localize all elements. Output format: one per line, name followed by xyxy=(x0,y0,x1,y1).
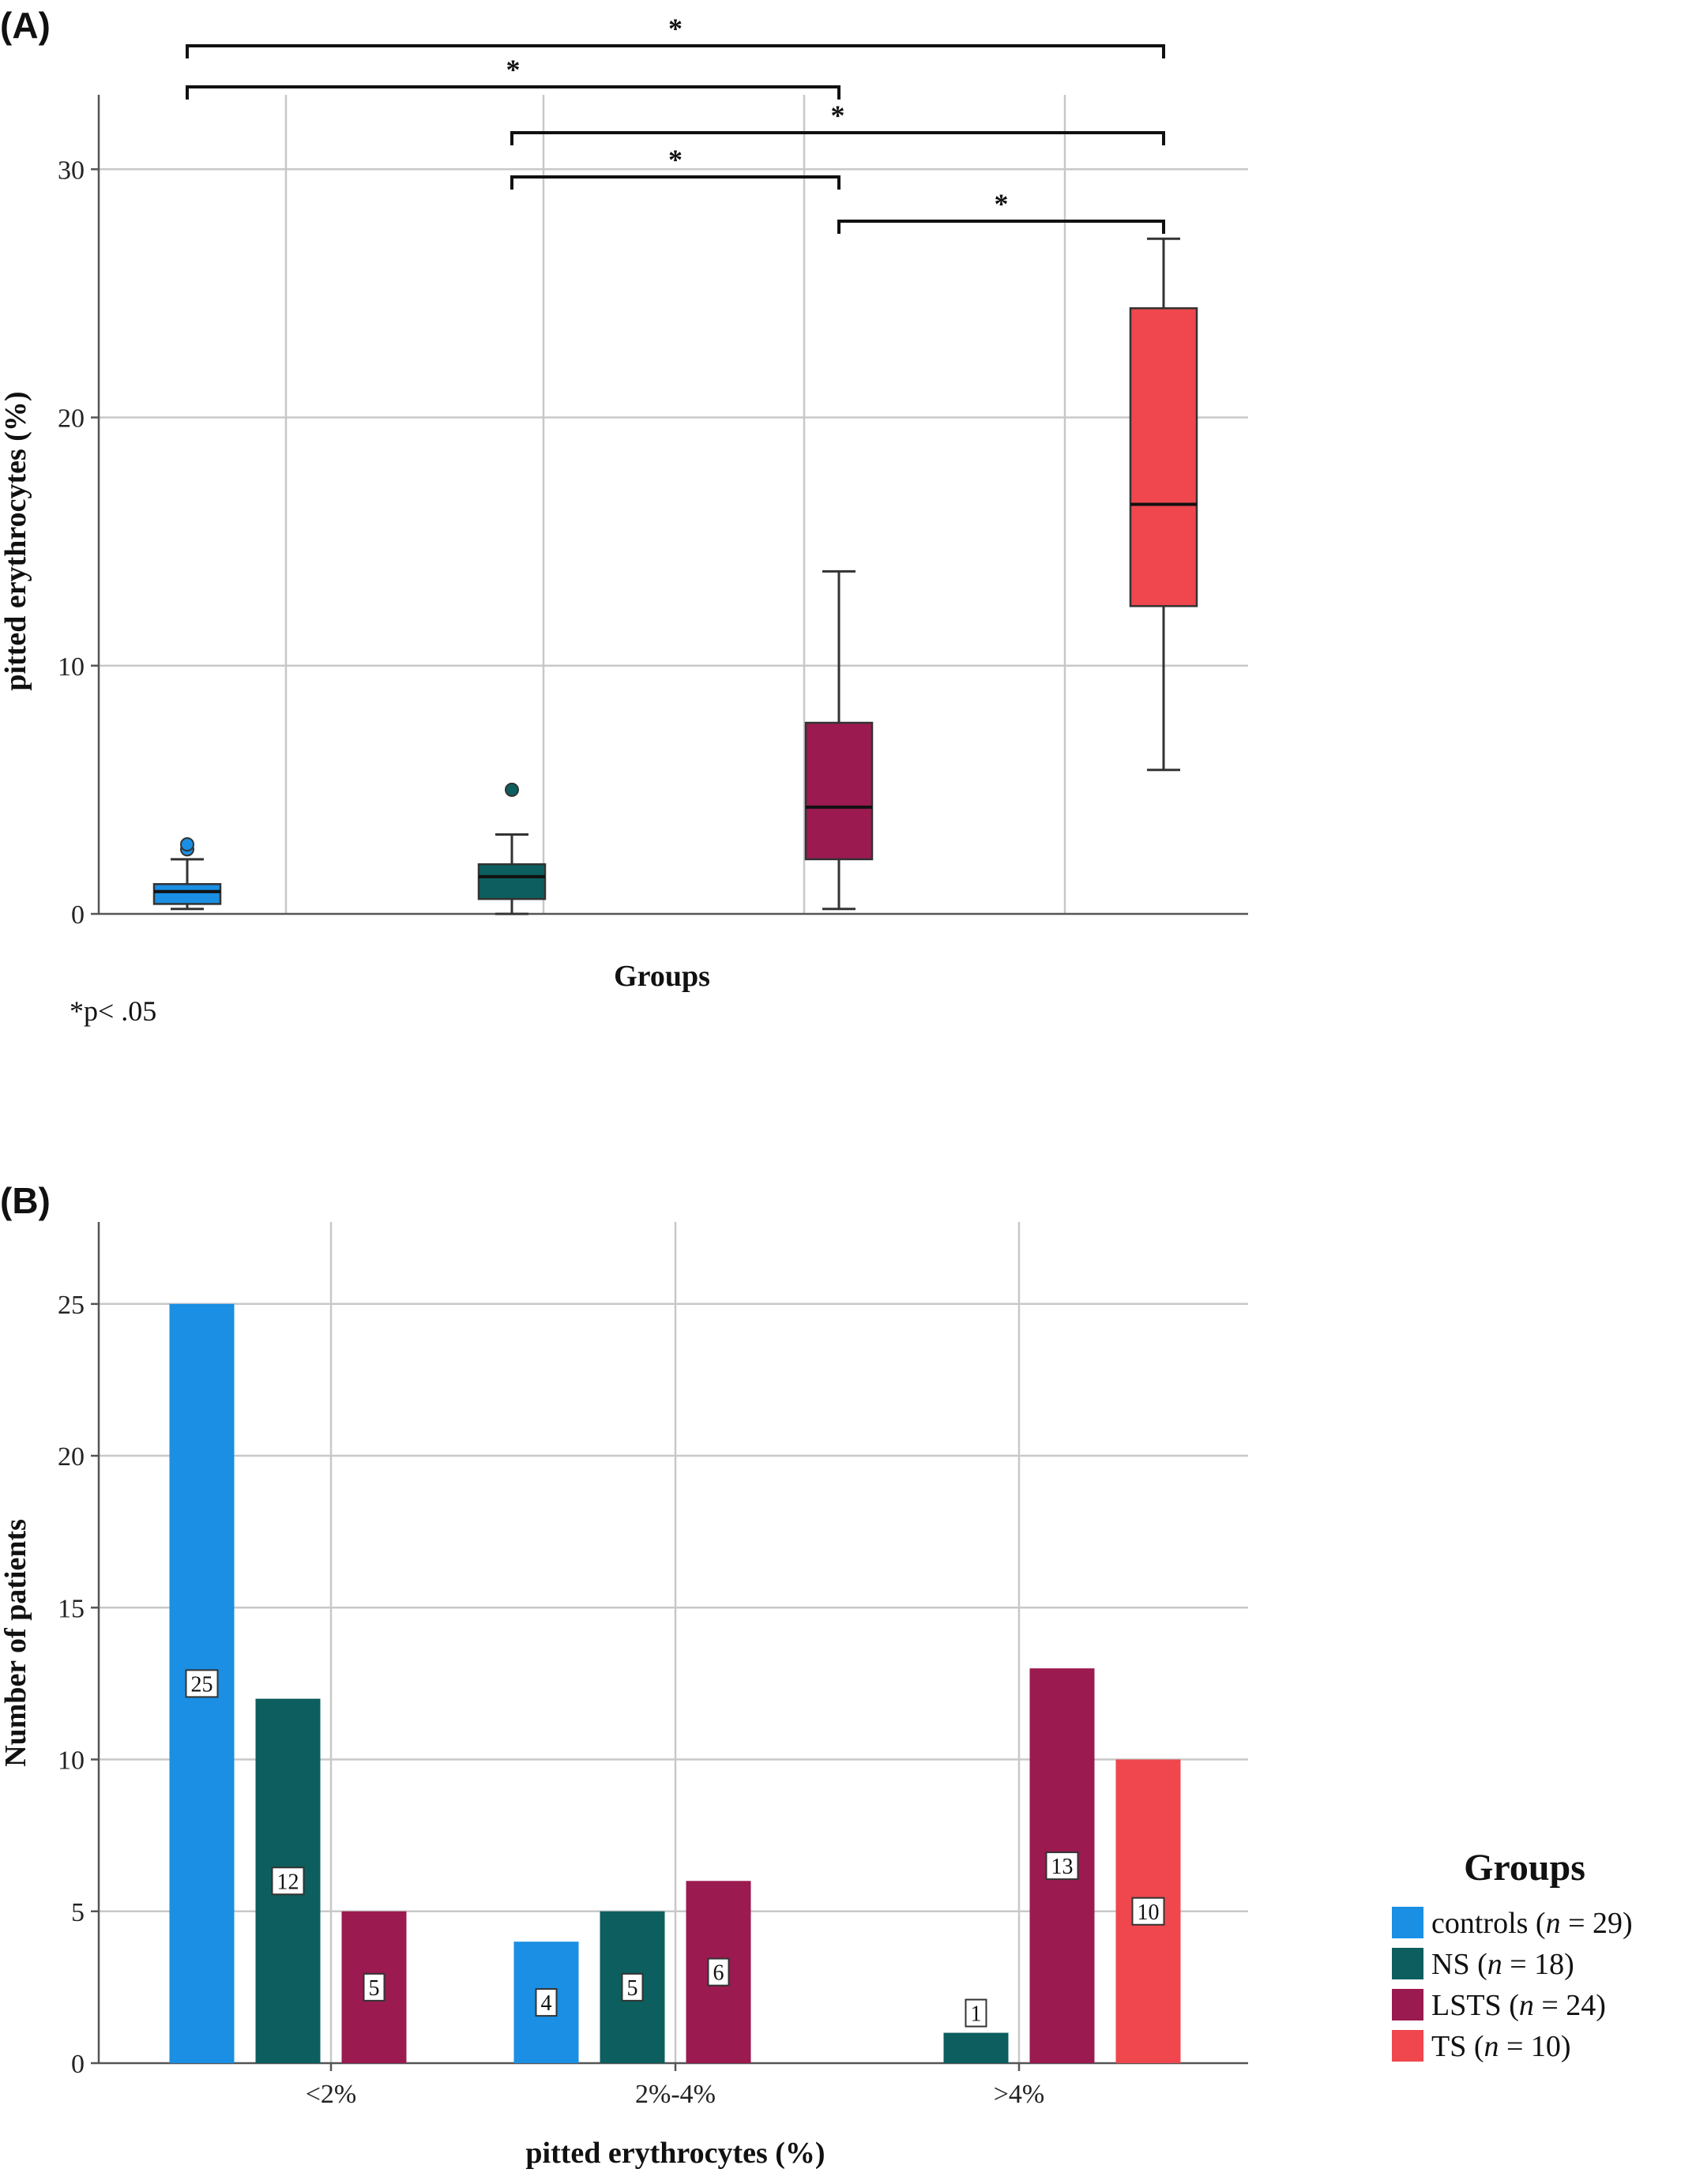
panel-b-y-tick-label: 25 xyxy=(58,1291,85,1320)
panel-a-significance-note: *p< .05 xyxy=(70,995,156,1027)
data-label-box xyxy=(1131,1896,1165,1926)
panel-b-label: (B) xyxy=(0,1180,51,1221)
data-label: 13 xyxy=(1051,1855,1074,1879)
significance-bracket xyxy=(186,44,1165,58)
panel-a-y-tick-label: 10 xyxy=(58,652,85,682)
legend-label: NS (n = 18) xyxy=(1431,1948,1574,1981)
significance-bracket xyxy=(510,175,840,190)
panel-b-y-axis-title: Number of patients xyxy=(0,1519,32,1767)
box-iqr xyxy=(152,883,222,905)
panel-a-significance: * * * * * xyxy=(186,13,1165,234)
legend-swatch xyxy=(1392,1907,1423,1938)
bar-ns xyxy=(943,2032,1009,2063)
box-outlier xyxy=(180,837,194,852)
legend-swatch xyxy=(1392,1948,1423,1979)
panel-b-y-tick-label: 10 xyxy=(58,1746,85,1776)
box-iqr xyxy=(804,721,874,861)
panel-b-y-tick-label: 15 xyxy=(58,1594,85,1623)
panel-b-x-tick-label: 2%-4% xyxy=(635,2080,716,2109)
data-label-box xyxy=(271,1866,305,1896)
box-iqr xyxy=(477,863,547,900)
panel-a-label: (A) xyxy=(0,5,51,46)
panel-b-x-ticks: <2% 2%-4% >4% xyxy=(306,2063,1045,2109)
box-controls xyxy=(152,837,222,911)
data-label-box xyxy=(707,1957,730,1987)
significance-bracket xyxy=(510,131,1165,145)
data-label: 1 xyxy=(971,2002,982,2027)
legend: Groups controls (n = 29) NS (n = 18) LSTS … xyxy=(1392,1847,1633,2063)
panel-b-y-ticks: 0 5 10 15 20 25 xyxy=(58,1291,99,2079)
panel-a-x-axis-title: Groups xyxy=(614,960,710,993)
data-label: 10 xyxy=(1138,1900,1160,1925)
significance-bracket xyxy=(837,220,1165,234)
panel-a-y-tick-label: 30 xyxy=(58,156,85,185)
panel-b-bars: 25 12 5 4 5 6 1 13 10 xyxy=(169,1303,1181,2063)
data-label-box xyxy=(363,1972,385,2002)
data-label: 6 xyxy=(713,1961,724,1986)
significance-star: * xyxy=(506,54,521,85)
panel-a-y-ticks: 0 10 20 30 xyxy=(58,156,99,930)
significance-star: * xyxy=(668,144,683,175)
significance-star: * xyxy=(831,100,845,131)
panel-a-y-tick-label: 0 xyxy=(71,900,85,930)
legend-swatch xyxy=(1392,2030,1423,2062)
box-outlier xyxy=(505,782,519,797)
data-label-box xyxy=(535,1988,558,2017)
panel-b-y-tick-label: 0 xyxy=(71,2050,85,2079)
panel-a-y-tick-label: 20 xyxy=(58,404,85,434)
panel-a-boxes xyxy=(152,237,1198,915)
data-label-box xyxy=(621,1972,644,2002)
legend-swatch xyxy=(1392,1989,1423,2020)
data-label: 5 xyxy=(369,1976,380,2001)
significance-bracket xyxy=(186,85,840,100)
data-label: 12 xyxy=(277,1870,299,1894)
data-label: 5 xyxy=(627,1976,638,2001)
data-label: 4 xyxy=(541,1991,552,2016)
panel-b-x-tick-label: >4% xyxy=(994,2080,1045,2109)
significance-star: * xyxy=(995,188,1009,220)
legend-label: controls (n = 29) xyxy=(1431,1907,1633,1940)
panel-a-grid xyxy=(99,95,1248,914)
legend-label: TS (n = 10) xyxy=(1431,2030,1571,2063)
data-label-box xyxy=(185,1669,219,1698)
panel-b-y-tick-label: 5 xyxy=(71,1898,85,1927)
panel-a-y-axis-title: pitted erythrocytes (%) xyxy=(0,391,32,690)
panel-b: (B) 0 5 10 15 20 25 <2% 2%-4% >4% 25 12 5 4 5 6 1 13 10… xyxy=(0,1180,1633,2170)
legend-title: Groups xyxy=(1464,1847,1585,1889)
panel-b-x-axis-title: pitted erythrocytes (%) xyxy=(525,2137,825,2170)
panel-a-axes xyxy=(97,95,1248,915)
data-label-box xyxy=(965,1998,987,2028)
box-ts xyxy=(1129,237,1198,772)
box-iqr xyxy=(1129,306,1198,607)
box-ns xyxy=(477,782,547,915)
data-label-box xyxy=(1045,1851,1079,1881)
panel-a: (A) 0 10 20 30 * * * * * Groups pitted erythroc… xyxy=(0,5,1248,1027)
legend-label: LSTS (n = 24) xyxy=(1431,1989,1606,2022)
data-label: 25 xyxy=(191,1672,213,1697)
panel-b-y-tick-label: 20 xyxy=(58,1442,85,1472)
significance-star: * xyxy=(668,13,683,44)
panel-b-x-tick-label: <2% xyxy=(306,2080,357,2109)
box-lsts xyxy=(804,569,874,911)
